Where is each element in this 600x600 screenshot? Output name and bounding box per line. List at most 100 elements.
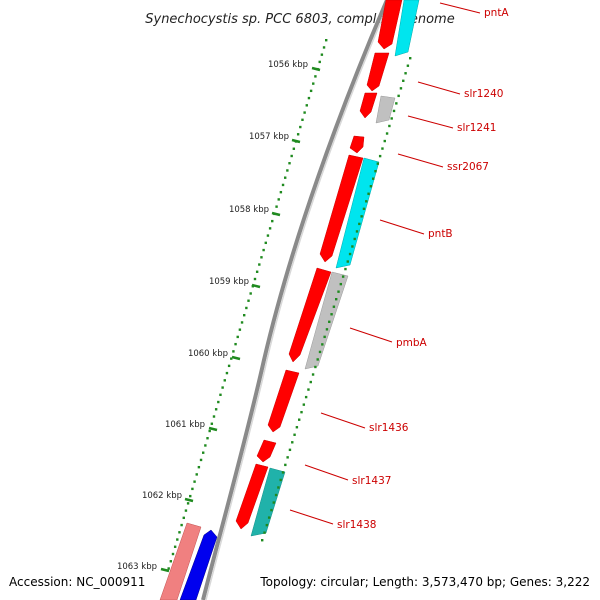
gene-feature-pntA-product	[394, 0, 420, 57]
ruler-dot	[249, 292, 252, 295]
ruler-dot	[299, 125, 302, 129]
tick-mark-1056	[311, 66, 321, 72]
ruler-dot	[217, 400, 220, 404]
leader-pmbA	[349, 327, 393, 343]
ruler-dot	[221, 386, 224, 389]
gene-label-slr1241: slr1241	[457, 122, 496, 134]
genome-summary-text: Topology: circular; Length: 3,573,470 bp…	[259, 575, 590, 589]
ruler-dot	[312, 82, 315, 85]
ruler-dot	[255, 270, 259, 273]
ruler-dot	[296, 133, 300, 136]
ruler-dot	[286, 169, 289, 172]
inner-guide-dot	[395, 102, 398, 105]
ruler-dot	[184, 509, 188, 512]
tick-label-1058: 1058 kbp	[229, 205, 269, 215]
accession-text: Accession: NC_000911	[9, 575, 145, 589]
inner-guide-dot	[344, 267, 347, 271]
genome-backbone-shade	[205, 0, 391, 600]
inner-guide-dot	[281, 471, 285, 474]
inner-guide-dot	[298, 418, 301, 421]
gene-labels: pntA slr1240 slr1241 ssr2067 pntB pmbA s…	[337, 7, 509, 531]
ruler-dot	[307, 96, 311, 100]
leader-slr1241	[407, 115, 454, 129]
secondary-features	[250, 0, 420, 537]
ruler-dot	[309, 89, 313, 93]
inner-guide-dot	[316, 358, 319, 361]
inner-guide-dot	[372, 177, 375, 180]
ruler-dot	[169, 560, 173, 563]
ruler-dot	[189, 494, 192, 498]
ruler-dot	[268, 227, 272, 230]
tick-label-1057: 1057 kbp	[249, 132, 289, 142]
tick-mark-1060	[231, 355, 241, 361]
ruler-dot	[253, 277, 257, 281]
inner-guide-dot	[304, 395, 308, 399]
ruler-dot	[208, 429, 211, 433]
inner-guide-dot	[323, 335, 326, 339]
inner-guide-dot	[270, 508, 273, 512]
inner-guide-dot	[272, 501, 275, 504]
inner-guide-dot	[376, 162, 380, 165]
leader-slr1438	[289, 509, 334, 525]
inner-guide-dots	[261, 57, 412, 542]
inner-guide-dot	[335, 298, 338, 301]
ruler-dot	[191, 487, 194, 491]
leader-pntB	[379, 219, 425, 235]
ruler-dot	[202, 451, 205, 454]
gene-feature-pntB-product	[335, 157, 380, 269]
tick-mark-1058	[271, 211, 281, 217]
gene-feature-slr1438-product	[250, 467, 286, 537]
inner-guide-dot	[302, 403, 306, 406]
inner-guide-dot	[362, 207, 366, 211]
ruler-dot	[281, 183, 285, 187]
inner-guide-dot	[261, 539, 264, 542]
ruler-dot	[318, 60, 321, 64]
ruler-dot	[240, 321, 244, 324]
ruler-dot	[322, 46, 326, 49]
gene-label-slr1438: slr1438	[337, 519, 376, 531]
inner-guide-dot	[300, 410, 303, 414]
inner-guide-dot	[378, 154, 382, 158]
gene-label-pntB: pntB	[428, 228, 453, 240]
gene-feature-slr1438-cds	[235, 463, 269, 530]
inner-guide-dot	[330, 313, 333, 316]
gene-feature-ssr2067-cds	[349, 135, 365, 154]
ruler-dot	[236, 335, 239, 339]
ruler-dot	[247, 299, 250, 302]
inner-guide-dot	[318, 350, 322, 354]
gene-label-pntA: pntA	[484, 7, 509, 19]
gene-label-slr1436: slr1436	[369, 422, 409, 434]
gene-label-slr1240: slr1240	[464, 88, 503, 100]
reverse-feature-2	[179, 529, 218, 600]
tick-mark-1062	[184, 497, 194, 503]
tick-label-1059: 1059 kbp	[209, 277, 249, 287]
tick-mark-1057	[291, 138, 301, 144]
ruler-dot	[290, 154, 293, 158]
inner-guide-dot	[399, 87, 403, 90]
inner-guide-dot	[337, 290, 340, 293]
gene-feature-pmbA-product	[304, 271, 349, 370]
ruler-dot	[288, 162, 291, 165]
gene-feature-slr1241-cds	[359, 92, 378, 119]
gene-feature-pntA-cds	[377, 0, 403, 50]
ruler-dot	[180, 523, 183, 527]
ruler-dot	[301, 118, 304, 122]
gene-feature-slr1437-cds	[256, 439, 277, 463]
ruler-dot	[303, 111, 306, 114]
ruler-dot	[210, 422, 214, 425]
ruler-dot	[305, 104, 308, 107]
ruler-dot	[275, 205, 278, 208]
tick-labels: 1056 kbp 1057 kbp 1058 kbp 1059 kbp 1060…	[117, 60, 321, 573]
ruler-dot	[279, 190, 283, 194]
tick-mark-1059	[251, 283, 261, 289]
inner-guide-dot	[351, 245, 354, 248]
inner-guide-dot	[348, 252, 352, 256]
ruler-dot	[234, 342, 237, 346]
inner-guide-dot	[339, 282, 343, 286]
gene-label-pmbA: pmbA	[396, 337, 428, 349]
genome-backbone	[201, 0, 389, 600]
inner-guide-dot	[274, 493, 278, 497]
inner-guide-dot	[307, 388, 310, 391]
inner-guide-dot	[402, 79, 405, 82]
inner-guide-dot	[286, 456, 289, 459]
